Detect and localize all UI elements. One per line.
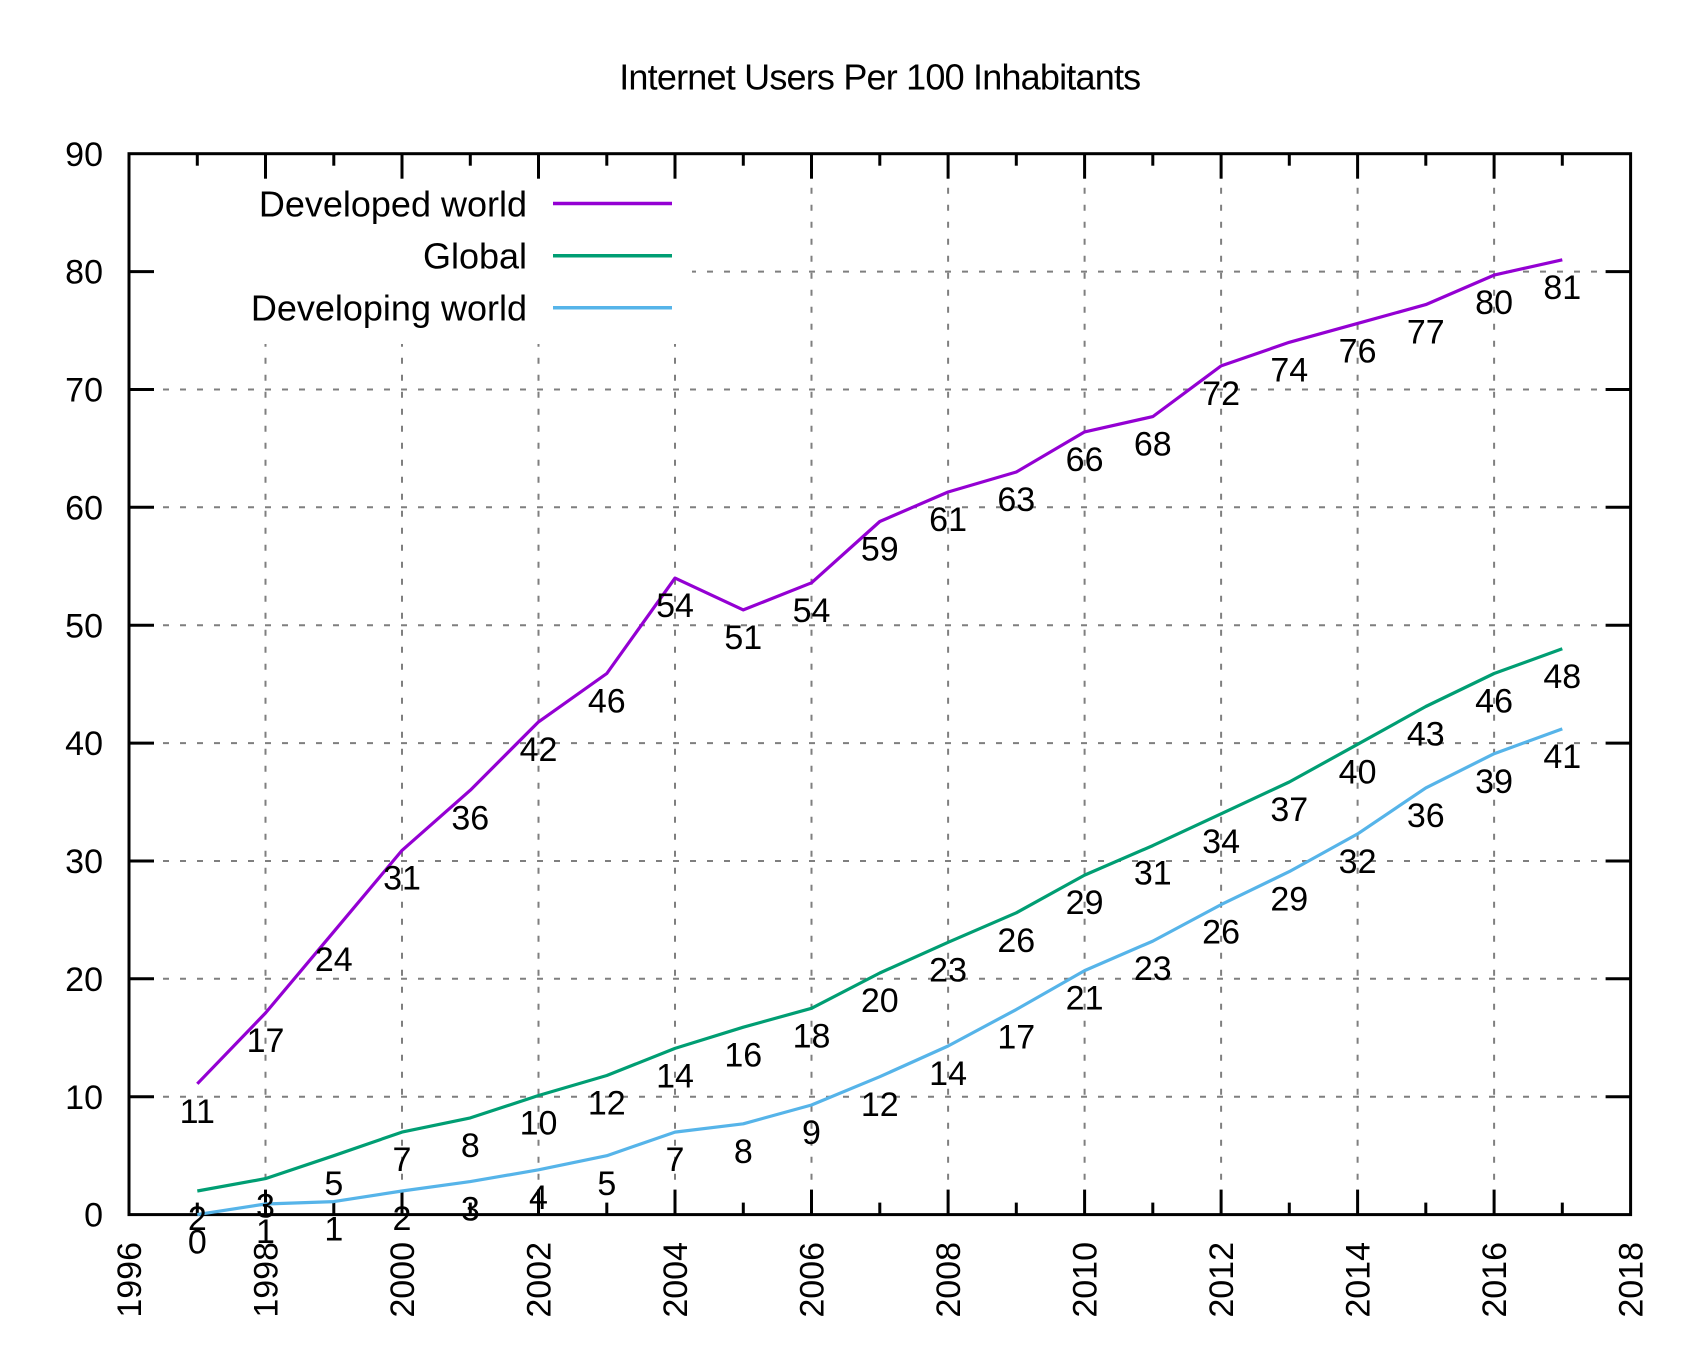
svg-text:29: 29 [1270, 881, 1308, 919]
svg-text:Global: Global [423, 236, 527, 277]
svg-text:20: 20 [861, 982, 899, 1020]
svg-text:74: 74 [1270, 351, 1308, 389]
svg-text:41: 41 [1543, 738, 1581, 776]
svg-text:0: 0 [84, 1197, 103, 1235]
svg-text:60: 60 [65, 489, 103, 527]
svg-text:54: 54 [793, 592, 831, 630]
svg-text:7: 7 [666, 1141, 685, 1179]
svg-text:2004: 2004 [657, 1242, 695, 1318]
svg-text:5: 5 [324, 1165, 343, 1203]
svg-text:2014: 2014 [1340, 1242, 1378, 1318]
svg-text:1998: 1998 [248, 1242, 286, 1318]
svg-text:16: 16 [724, 1036, 762, 1074]
svg-text:43: 43 [1407, 716, 1445, 754]
svg-text:54: 54 [656, 587, 694, 625]
svg-text:39: 39 [1475, 763, 1513, 801]
svg-text:4: 4 [529, 1179, 548, 1217]
svg-text:1996: 1996 [111, 1242, 149, 1318]
svg-text:81: 81 [1543, 269, 1581, 307]
svg-text:80: 80 [1475, 284, 1513, 322]
svg-text:59: 59 [861, 531, 899, 569]
svg-text:9: 9 [802, 1114, 821, 1152]
svg-text:2000: 2000 [384, 1242, 422, 1318]
svg-text:Developed world: Developed world [259, 183, 527, 224]
svg-text:42: 42 [520, 731, 558, 769]
svg-text:23: 23 [929, 951, 967, 989]
svg-text:3: 3 [461, 1191, 480, 1229]
svg-text:46: 46 [1475, 683, 1513, 721]
svg-text:24: 24 [315, 941, 353, 979]
svg-text:2: 2 [393, 1200, 412, 1238]
svg-text:70: 70 [65, 372, 103, 410]
svg-text:2016: 2016 [1476, 1242, 1514, 1318]
svg-text:2010: 2010 [1067, 1242, 1105, 1318]
svg-text:31: 31 [1134, 855, 1172, 893]
svg-text:26: 26 [1202, 914, 1240, 952]
svg-text:17: 17 [247, 1022, 285, 1060]
svg-text:63: 63 [997, 481, 1035, 519]
svg-text:23: 23 [1134, 950, 1172, 988]
svg-text:1: 1 [256, 1213, 275, 1251]
svg-text:12: 12 [861, 1086, 899, 1124]
svg-text:72: 72 [1202, 375, 1240, 413]
svg-text:21: 21 [1066, 980, 1104, 1018]
svg-text:3: 3 [256, 1188, 275, 1226]
svg-text:29: 29 [1066, 884, 1104, 922]
svg-text:2012: 2012 [1203, 1242, 1241, 1318]
svg-text:20: 20 [65, 961, 103, 999]
svg-text:26: 26 [997, 922, 1035, 960]
svg-text:68: 68 [1134, 426, 1172, 464]
svg-text:2006: 2006 [794, 1242, 832, 1318]
svg-text:48: 48 [1543, 658, 1581, 696]
svg-text:14: 14 [929, 1055, 967, 1093]
svg-text:0: 0 [188, 1224, 207, 1262]
svg-text:36: 36 [1407, 797, 1445, 835]
svg-text:1: 1 [324, 1211, 343, 1249]
svg-text:61: 61 [929, 501, 967, 539]
svg-text:7: 7 [393, 1141, 412, 1179]
svg-text:40: 40 [65, 725, 103, 763]
svg-text:32: 32 [1339, 843, 1377, 881]
svg-text:76: 76 [1339, 333, 1377, 371]
svg-text:11: 11 [180, 1093, 215, 1131]
svg-text:30: 30 [65, 843, 103, 881]
svg-text:17: 17 [997, 1019, 1035, 1057]
svg-text:90: 90 [65, 136, 103, 174]
svg-text:18: 18 [793, 1017, 831, 1055]
svg-text:31: 31 [383, 860, 421, 898]
svg-text:51: 51 [724, 619, 762, 657]
svg-text:46: 46 [588, 683, 626, 721]
svg-text:2: 2 [188, 1200, 207, 1238]
svg-text:2002: 2002 [521, 1242, 559, 1318]
svg-text:80: 80 [65, 254, 103, 292]
svg-text:2018: 2018 [1613, 1242, 1651, 1318]
svg-text:8: 8 [734, 1133, 753, 1171]
svg-text:5: 5 [597, 1165, 616, 1203]
svg-text:37: 37 [1270, 791, 1308, 829]
svg-text:10: 10 [520, 1105, 558, 1143]
svg-text:8: 8 [461, 1127, 480, 1165]
svg-text:12: 12 [588, 1085, 626, 1123]
svg-text:50: 50 [65, 607, 103, 645]
svg-text:36: 36 [451, 799, 489, 837]
svg-text:34: 34 [1202, 823, 1240, 861]
svg-text:14: 14 [656, 1058, 694, 1096]
svg-text:Developing world: Developing world [251, 288, 527, 329]
svg-text:10: 10 [65, 1079, 103, 1117]
svg-text:77: 77 [1407, 314, 1445, 352]
svg-text:Internet Users Per 100 Inhabit: Internet Users Per 100 Inhabitants [619, 57, 1140, 98]
svg-text:40: 40 [1339, 753, 1377, 791]
svg-text:2008: 2008 [930, 1242, 968, 1318]
svg-text:66: 66 [1066, 441, 1104, 479]
